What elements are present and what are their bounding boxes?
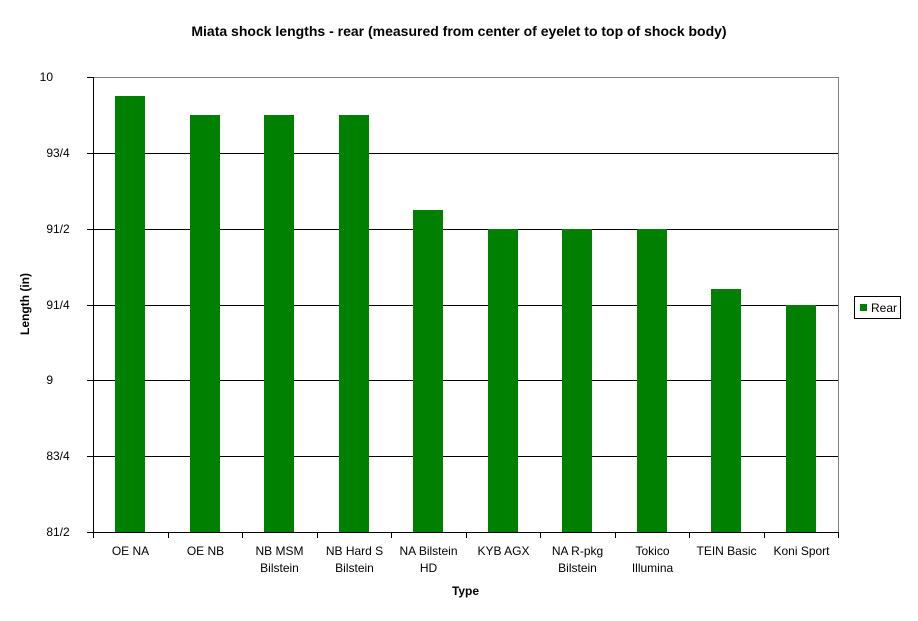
x-tick-mark <box>540 533 541 538</box>
bar <box>637 229 667 532</box>
y-tick-label: 9 1/4 <box>0 298 74 312</box>
y-tick-whole: 9 <box>46 298 53 312</box>
x-tick-mark <box>764 533 765 538</box>
bar <box>264 115 294 532</box>
gridline <box>94 456 838 457</box>
x-tick-mark <box>466 533 467 538</box>
x-category-label: OE NB <box>186 544 225 558</box>
y-tick-mark <box>87 229 93 230</box>
y-tick-label: 10 <box>0 70 74 84</box>
bar <box>562 229 592 532</box>
chart-title: Miata shock lengths - rear (measured fro… <box>191 23 727 39</box>
gridline <box>94 305 838 306</box>
bar <box>786 305 816 533</box>
x-tick-mark <box>615 533 616 538</box>
bar <box>488 229 518 532</box>
x-axis-line <box>93 532 839 533</box>
x-category-label: Koni Sport <box>773 544 830 558</box>
y-tick-whole: 9 <box>46 146 53 160</box>
y-tick-mark <box>87 380 93 381</box>
x-axis-title: Type <box>451 584 480 598</box>
y-tick-mark <box>87 153 93 154</box>
gridline <box>94 153 838 154</box>
x-category-label: OE NA <box>111 544 150 558</box>
x-category-label: NA R-pkg Bilstein <box>551 544 604 575</box>
x-tick-mark <box>168 533 169 538</box>
x-category-label: TEIN Basic <box>696 544 757 558</box>
y-tick-mark <box>87 305 93 306</box>
y-tick-whole: 8 <box>46 449 53 463</box>
y-tick-mark <box>87 77 93 78</box>
y-tick-mark <box>87 456 93 457</box>
x-category-label: KYB AGX <box>477 544 530 558</box>
x-category-label: Tokico Illumina <box>631 544 674 575</box>
gridline <box>94 380 838 381</box>
x-tick-mark <box>838 533 839 538</box>
y-tick-label: 8 1/2 <box>0 525 74 539</box>
y-tick-frac: 1/2 <box>53 525 70 539</box>
bar <box>711 289 741 532</box>
y-tick-frac: 3/4 <box>53 146 70 160</box>
bar <box>115 96 145 532</box>
x-category-label: NA Bilstein HD <box>399 544 458 575</box>
y-tick-label: 8 3/4 <box>0 449 74 463</box>
x-tick-mark <box>242 533 243 538</box>
y-tick-label: 9 1/2 <box>0 222 74 236</box>
x-tick-mark <box>317 533 318 538</box>
y-tick-frac <box>53 70 74 84</box>
gridline <box>94 229 838 230</box>
y-tick-whole: 9 <box>46 373 53 387</box>
x-tick-mark <box>689 533 690 538</box>
x-tick-mark <box>93 533 94 538</box>
bar <box>339 115 369 532</box>
y-tick-frac: 1/4 <box>53 298 70 312</box>
plot-border-top <box>93 77 839 78</box>
y-axis-line <box>93 77 94 533</box>
x-category-label: NB Hard S Bilstein <box>325 544 384 575</box>
x-category-label: NB MSM Bilstein <box>255 544 304 575</box>
legend-swatch-rear <box>860 304 867 311</box>
y-tick-whole: 10 <box>39 70 53 84</box>
y-tick-frac: 1/2 <box>53 222 70 236</box>
bar <box>413 210 443 532</box>
y-tick-frac: 3/4 <box>53 449 70 463</box>
y-tick-mark <box>87 532 93 533</box>
bar <box>190 115 220 532</box>
legend-label: Rear <box>871 300 898 315</box>
y-tick-label: 9 3/4 <box>0 146 74 160</box>
plot-border-right <box>838 77 839 533</box>
y-tick-whole: 8 <box>46 525 53 539</box>
y-tick-label: 9 <box>0 373 74 387</box>
y-tick-whole: 9 <box>46 222 53 236</box>
y-tick-frac <box>53 373 74 387</box>
legend: Rear <box>854 296 901 319</box>
x-tick-mark <box>391 533 392 538</box>
